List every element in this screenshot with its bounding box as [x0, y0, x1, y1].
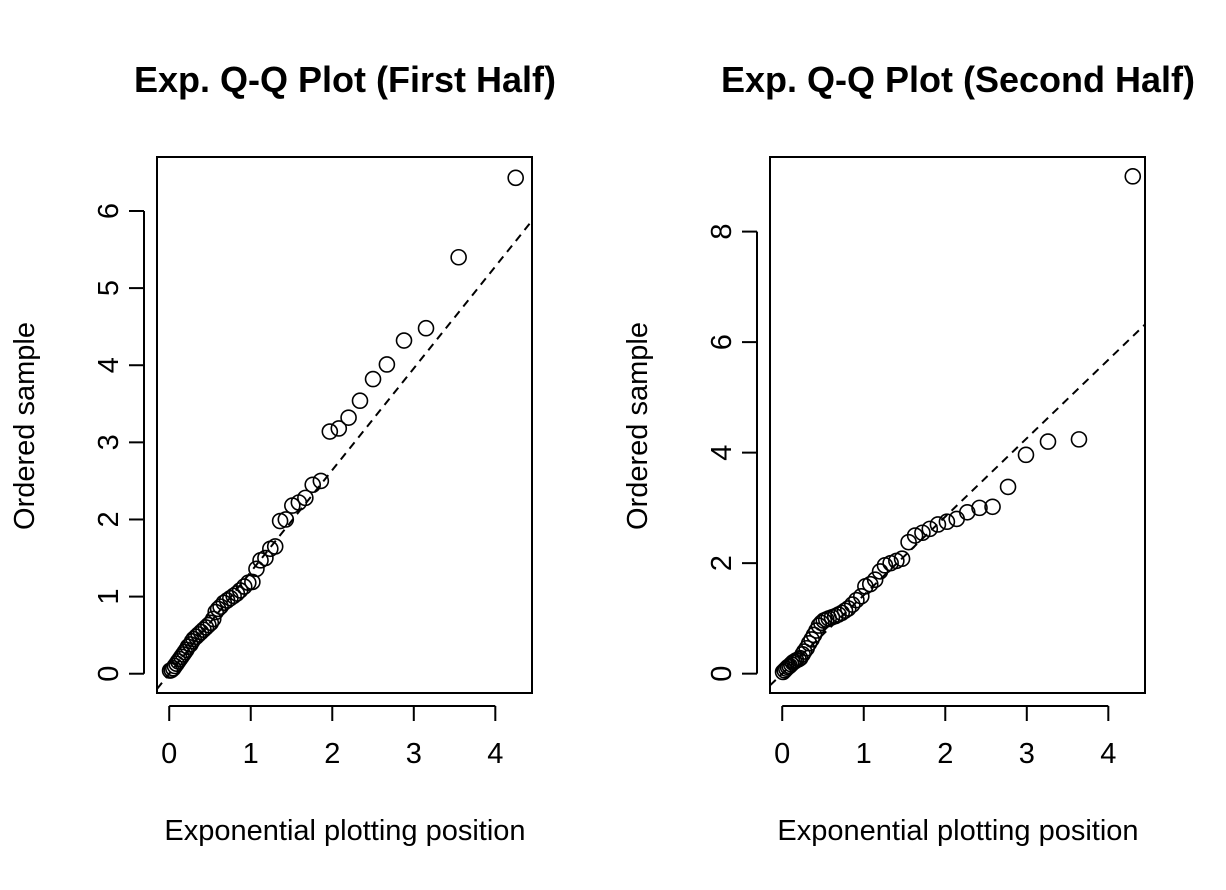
x-tick-label: 1 — [243, 738, 259, 770]
data-point — [844, 596, 861, 613]
y-tick-label: 3 — [93, 434, 125, 450]
data-point — [1039, 433, 1057, 450]
data-point — [163, 661, 180, 679]
x-axis-label: Exponential plotting position — [777, 815, 1138, 847]
data-point — [257, 549, 274, 567]
plot-frame — [769, 156, 1146, 694]
y-tick-label: 1 — [93, 589, 125, 605]
data-point — [248, 560, 265, 578]
data-point — [906, 527, 924, 544]
y-tick-label: 0 — [93, 666, 125, 682]
y-axis-label: Ordered sample — [622, 322, 654, 530]
qq-panel-first-half: Exp. Q-Q Plot (First Half) Exponential p… — [9, 59, 556, 847]
data-point — [1124, 168, 1142, 185]
data-point — [938, 513, 956, 531]
data-point — [340, 409, 357, 426]
data-point — [853, 587, 870, 605]
chart-title: Exp. Q-Q Plot (First Half) — [134, 59, 556, 100]
y-tick-label: 4 — [706, 445, 738, 461]
x-tick-label: 3 — [1019, 738, 1035, 770]
data-point — [921, 520, 939, 538]
reference-line — [157, 220, 532, 690]
y-tick-label: 8 — [706, 224, 738, 240]
data-point — [277, 511, 295, 528]
data-point — [417, 319, 435, 337]
data-point — [795, 643, 813, 660]
plot-frame — [156, 156, 533, 694]
data-point — [297, 489, 314, 507]
y-tick-label: 5 — [93, 280, 125, 296]
y-tick-label: 0 — [706, 666, 738, 682]
data-point — [871, 563, 889, 580]
data-point — [900, 533, 917, 551]
data-point — [800, 634, 818, 652]
data-point — [999, 478, 1017, 496]
qq-panel-second-half: Exp. Q-Q Plot (Second Half) Exponential … — [622, 59, 1195, 847]
data-point — [351, 392, 369, 410]
data-point — [212, 598, 229, 615]
data-point — [304, 476, 322, 494]
data-point — [207, 603, 224, 621]
data-point — [450, 248, 467, 266]
data-point — [364, 370, 382, 388]
data-point — [395, 332, 413, 349]
x-tick-label: 0 — [774, 738, 790, 770]
data-point — [266, 538, 284, 555]
data-point — [929, 516, 947, 533]
y-axis-label: Ordered sample — [9, 322, 41, 530]
reference-line — [770, 323, 1145, 687]
y-tick-label: 2 — [706, 555, 738, 571]
data-point — [848, 591, 865, 609]
data-point — [321, 423, 339, 440]
x-tick-label: 4 — [1100, 738, 1116, 770]
y-tick-label: 6 — [706, 334, 738, 350]
data-point — [948, 510, 965, 528]
data-point — [971, 499, 988, 517]
data-point — [202, 614, 220, 632]
x-tick-label: 4 — [487, 738, 503, 770]
data-point — [984, 498, 1001, 516]
x-tick-label: 1 — [856, 738, 872, 770]
data-point — [866, 571, 884, 589]
data-point — [204, 610, 222, 628]
x-tick-label: 2 — [324, 738, 340, 770]
data-point — [312, 472, 330, 490]
data-point — [209, 600, 227, 618]
y-tick-label: 2 — [93, 511, 125, 527]
data-point — [1070, 431, 1088, 448]
x-tick-label: 3 — [406, 738, 422, 770]
y-tick-label: 4 — [93, 357, 125, 373]
data-point — [958, 504, 976, 521]
data-point — [330, 420, 348, 437]
data-point — [893, 550, 911, 568]
x-tick-label: 0 — [161, 738, 177, 770]
data-point — [200, 616, 217, 634]
data-point — [235, 578, 253, 595]
chart-title: Exp. Q-Q Plot (Second Half) — [721, 59, 1195, 100]
data-point — [861, 575, 879, 593]
data-point — [1017, 446, 1035, 464]
data-point — [507, 169, 524, 187]
data-point — [378, 356, 396, 373]
x-axis-label: Exponential plotting position — [164, 815, 525, 847]
y-tick-label: 6 — [93, 203, 125, 219]
x-tick-label: 2 — [937, 738, 953, 770]
